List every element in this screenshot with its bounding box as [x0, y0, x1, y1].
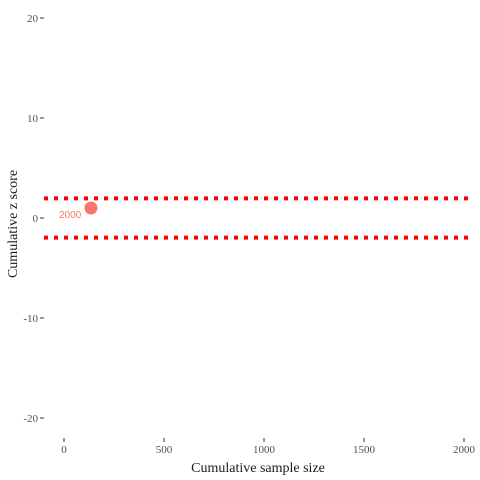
y-axis: -20 -10 0 10 20 — [23, 13, 44, 425]
data-point-label: 2000 — [59, 210, 82, 221]
y-tick-label: -10 — [23, 313, 38, 325]
y-tick-label: -20 — [23, 413, 38, 425]
y-tick-label: 20 — [27, 13, 39, 25]
x-tick-label: 500 — [156, 444, 173, 456]
y-axis-title: Cumulative z score — [6, 170, 21, 278]
x-axis-title: Cumulative sample size — [191, 461, 325, 476]
reference-lines — [44, 196, 468, 240]
x-tick-label: 1000 — [253, 444, 276, 456]
y-tick-label: 0 — [33, 213, 39, 225]
data-point — [84, 201, 98, 215]
x-tick-label: 2000 — [453, 444, 476, 456]
y-tick-label: 10 — [27, 113, 39, 125]
x-tick-label: 1500 — [353, 444, 376, 456]
x-tick-label: 0 — [61, 444, 67, 456]
x-axis: 0 500 1000 1500 2000 — [61, 438, 476, 456]
data-points: 2000 — [59, 201, 98, 221]
